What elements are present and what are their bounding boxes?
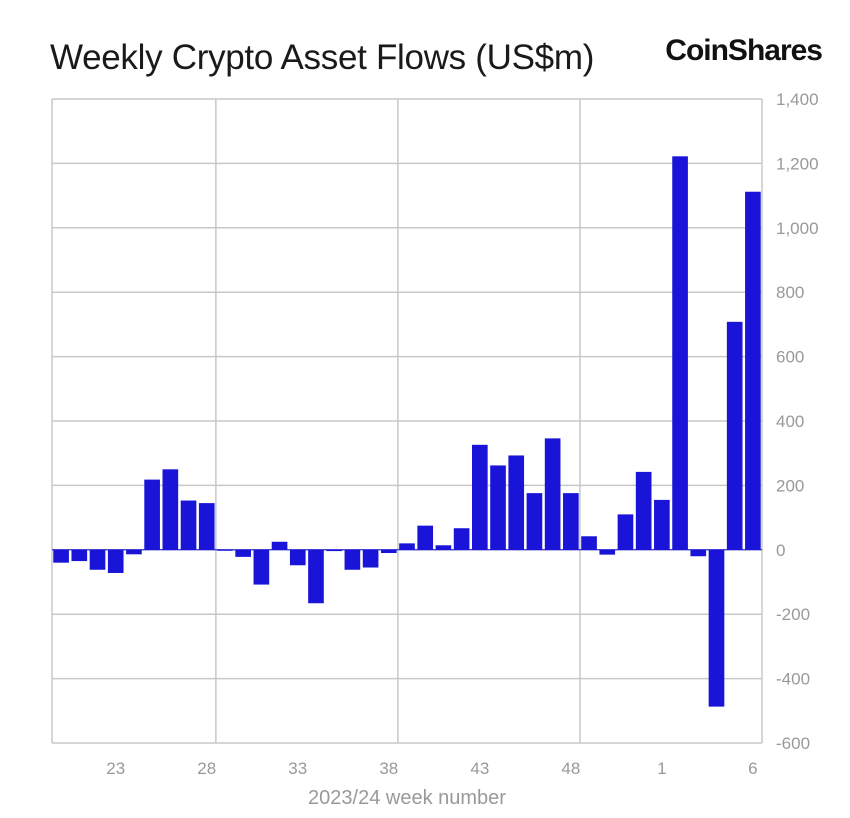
bar-week-20 — [53, 549, 69, 563]
bar-week-32 — [271, 541, 288, 550]
bar-week-22 — [89, 549, 106, 570]
x-axis-label: 2023/24 week number — [308, 787, 506, 809]
bar-week-45 — [508, 455, 525, 550]
y-axis-ticks: 1,400 1,200 1,000 800 600 400 200 0 -200 -400 -600 — [776, 90, 819, 753]
bar-week-6 — [745, 191, 761, 550]
y-tick-label: -200 — [776, 605, 810, 624]
bar-week-50 — [599, 549, 616, 555]
x-tick-label: 1 — [657, 759, 666, 778]
brand-logo: CoinShares — [665, 34, 823, 67]
x-tick-label: 48 — [561, 759, 580, 778]
bar-week-1 — [654, 499, 670, 550]
bar-week-31 — [253, 549, 270, 585]
bar-week-4 — [708, 549, 725, 707]
bar-week-43 — [471, 444, 488, 550]
bar-week-37 — [362, 549, 379, 568]
bar-week-34 — [308, 549, 324, 604]
x-axis-ticks: 23 28 33 38 43 48 1 6 — [106, 759, 757, 778]
x-tick-label: 6 — [748, 759, 757, 778]
bar-week-41 — [435, 545, 452, 550]
chart-title: Weekly Crypto Asset Flows (US$m) — [50, 38, 595, 77]
x-tick-label: 28 — [197, 759, 216, 778]
bar-week-30 — [235, 549, 251, 557]
bar-week-24 — [126, 549, 142, 555]
bar-week-5 — [726, 321, 743, 550]
y-tick-label: 1,000 — [776, 219, 819, 238]
x-tick-label: 38 — [379, 759, 398, 778]
bar-series — [52, 156, 762, 707]
bar-week-49 — [581, 536, 597, 550]
bar-week-47 — [544, 438, 561, 550]
bar-week-46 — [526, 493, 543, 550]
y-tick-label: 1,200 — [776, 154, 819, 173]
bar-week-42 — [453, 528, 470, 550]
y-tick-label: 800 — [776, 283, 804, 302]
y-tick-label: 1,400 — [776, 90, 819, 109]
y-tick-label: 200 — [776, 476, 804, 495]
bar-week-38 — [380, 549, 397, 554]
bar-week-35 — [326, 549, 343, 552]
bar-week-28 — [198, 503, 215, 550]
bar-week-51 — [617, 514, 634, 550]
bar-week-52 — [635, 471, 652, 550]
y-tick-label: 400 — [776, 412, 804, 431]
bar-week-23 — [107, 549, 124, 573]
bar-week-26 — [162, 469, 179, 550]
bar-week-48 — [563, 493, 579, 550]
bar-week-25 — [144, 479, 160, 550]
bar-week-36 — [344, 549, 361, 570]
y-tick-label: -400 — [776, 670, 810, 689]
bar-week-39 — [399, 543, 415, 550]
bar-week-3 — [690, 549, 707, 557]
y-tick-label: -600 — [776, 734, 810, 753]
x-tick-label: 43 — [470, 759, 489, 778]
x-tick-label: 33 — [288, 759, 307, 778]
grid-lines — [51, 98, 763, 744]
bar-week-21 — [71, 549, 88, 562]
x-tick-label: 23 — [106, 759, 125, 778]
y-tick-label: 600 — [776, 348, 804, 367]
bar-week-44 — [490, 465, 506, 550]
bar-week-33 — [289, 549, 306, 566]
bar-week-27 — [180, 500, 197, 550]
bar-week-2 — [672, 156, 688, 550]
bar-week-40 — [417, 525, 434, 550]
y-tick-label: 0 — [776, 541, 785, 560]
